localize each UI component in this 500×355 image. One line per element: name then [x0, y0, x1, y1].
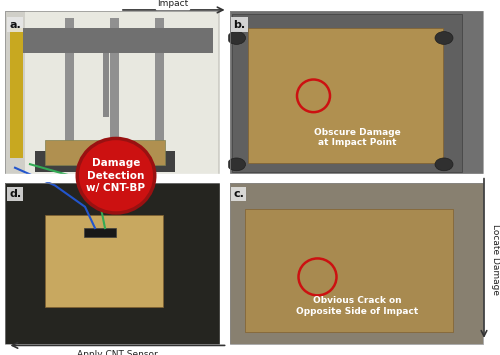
Text: Damage
Detection
w/ CNT-BP: Damage Detection w/ CNT-BP [86, 158, 146, 193]
Bar [5, 11, 222, 176]
Bar [102, 53, 109, 117]
Bar [232, 14, 462, 172]
Bar [5, 183, 222, 344]
Text: Obscure Damage
at Impact Point: Obscure Damage at Impact Point [314, 128, 401, 147]
Circle shape [228, 32, 246, 44]
Text: Obvious Crack on
Opposite Side of Impact: Obvious Crack on Opposite Side of Impact [296, 296, 418, 316]
Bar [230, 11, 482, 176]
Text: d.: d. [9, 189, 21, 199]
Text: a.: a. [9, 20, 21, 29]
Bar [230, 183, 482, 344]
Circle shape [435, 158, 453, 171]
Text: Impact: Impact [157, 0, 188, 8]
Text: Apply CNT Sensor: Apply CNT Sensor [77, 350, 158, 355]
Bar [155, 18, 164, 169]
Bar [230, 183, 482, 344]
Text: c.: c. [234, 189, 244, 199]
Bar [84, 228, 116, 237]
Bar [65, 18, 74, 169]
Bar [45, 140, 165, 165]
Bar [25, 11, 218, 176]
Circle shape [435, 32, 453, 44]
Bar [230, 11, 482, 176]
Text: Locate Damage: Locate Damage [491, 224, 500, 295]
Bar [45, 215, 162, 307]
Bar [5, 183, 222, 344]
Bar [10, 28, 22, 158]
Bar [245, 209, 452, 332]
Bar [5, 11, 222, 176]
Bar [15, 28, 212, 53]
Bar [248, 28, 442, 163]
Circle shape [228, 158, 246, 171]
Text: b.: b. [234, 20, 245, 29]
Bar [110, 18, 119, 169]
Ellipse shape [77, 138, 155, 213]
Bar [35, 151, 175, 172]
